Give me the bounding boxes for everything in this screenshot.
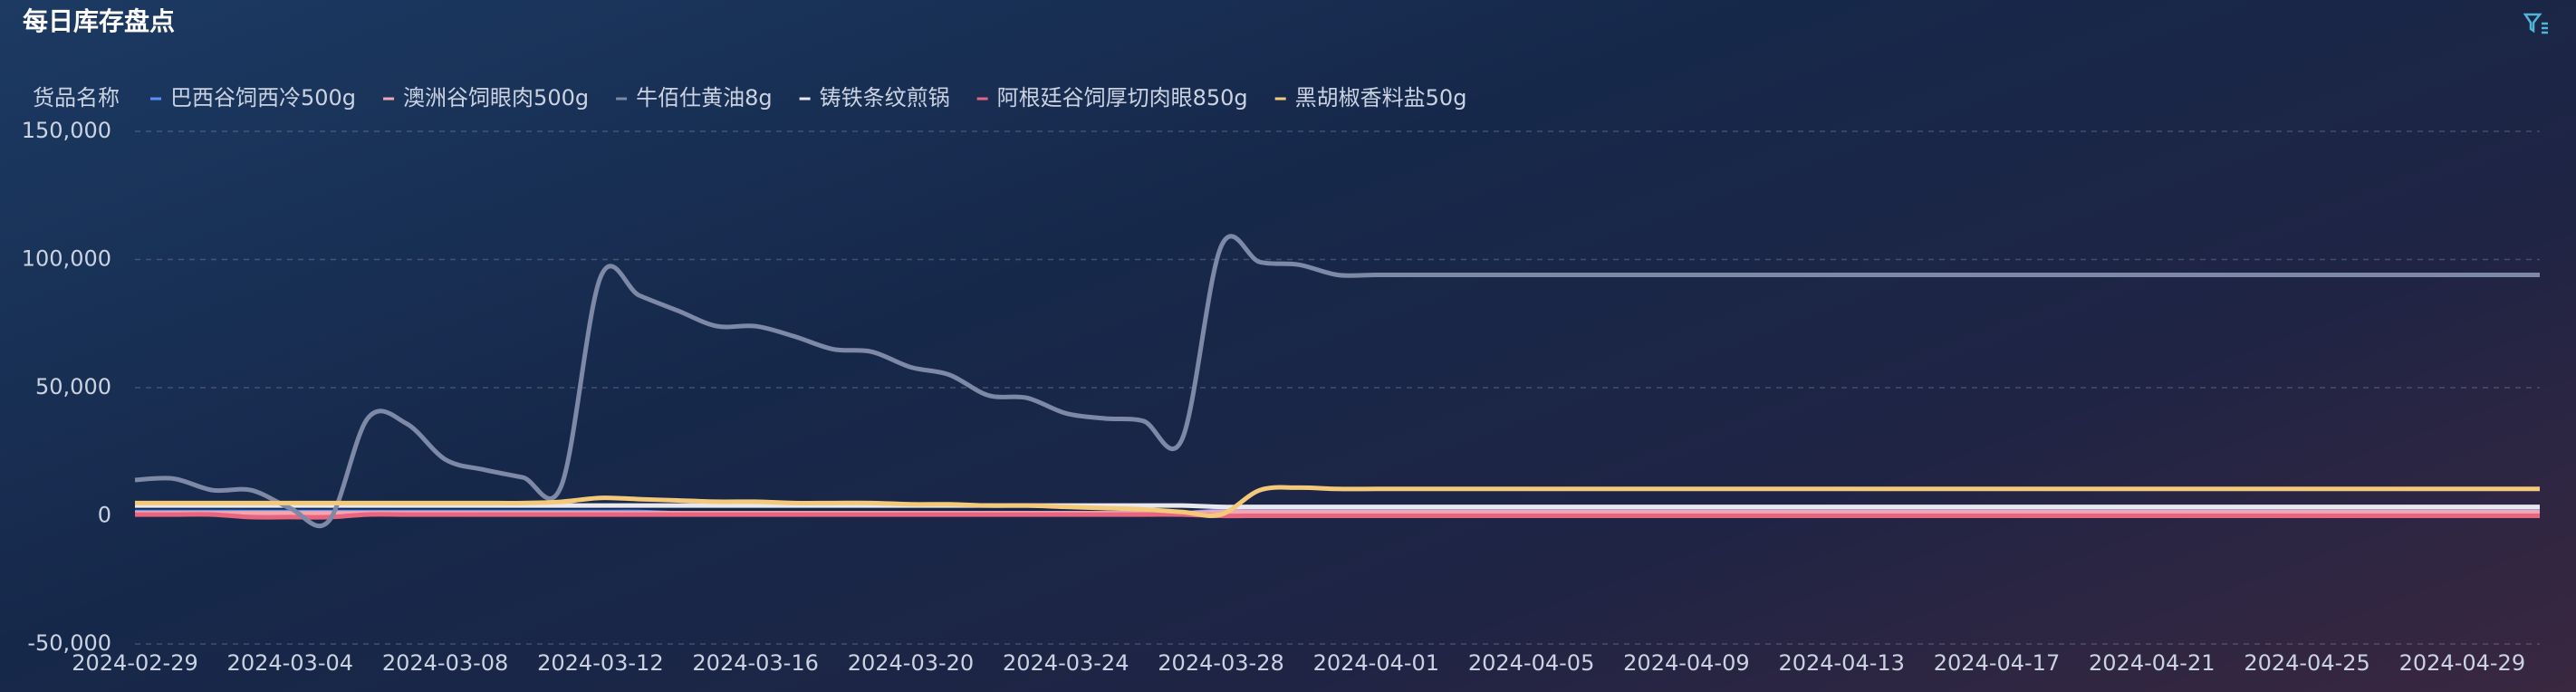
x-tick-label: 2024-04-01 [1313, 650, 1439, 676]
filter-icon[interactable] [2523, 13, 2548, 34]
legend-label[interactable]: 澳洲谷饲眼肉500g [403, 85, 589, 111]
x-tick-label: 2024-02-29 [72, 650, 197, 676]
x-tick-label: 2024-04-13 [1778, 650, 1904, 676]
legend-label[interactable]: 巴西谷饲西冷500g [170, 85, 356, 111]
legend-label[interactable]: 牛佰仕黄油8g [636, 85, 773, 111]
x-tick-label: 2024-04-25 [2244, 650, 2369, 676]
x-tick-label: 2024-03-16 [692, 650, 818, 676]
x-tick-label: 2024-03-04 [227, 650, 353, 676]
x-tick-label: 2024-03-12 [537, 650, 663, 676]
series-line [135, 512, 2540, 520]
legend-label[interactable]: 黑胡椒香料盐50g [1295, 85, 1467, 111]
series-line [135, 485, 2540, 518]
y-tick-label: -50,000 [27, 630, 111, 656]
y-tick-label: 50,000 [35, 374, 111, 399]
legend-label[interactable]: 铸铁条纹煎锅 [820, 85, 950, 111]
series-line [135, 503, 2540, 510]
x-tick-label: 2024-03-24 [1003, 650, 1129, 676]
y-tick-label: 0 [98, 503, 111, 528]
x-tick-label: 2024-04-21 [2089, 650, 2215, 676]
x-tick-label: 2024-04-29 [2399, 650, 2525, 676]
x-tick-label: 2024-04-05 [1468, 650, 1594, 676]
legend-label[interactable]: 阿根廷谷饲厚切肉眼850g [997, 85, 1248, 111]
filter-lines[interactable] [2542, 22, 2548, 34]
x-tick-label: 2024-04-17 [1934, 650, 2060, 676]
y-tick-label: 150,000 [22, 118, 111, 143]
filter-funnel[interactable] [2523, 13, 2542, 34]
chart-title: 每日库存盘点 [23, 6, 175, 36]
x-tick-label: 2024-03-08 [382, 650, 508, 676]
legend-title: 货品名称 [33, 85, 120, 111]
y-tick-label: 100,000 [22, 246, 111, 272]
x-tick-label: 2024-04-09 [1623, 650, 1749, 676]
x-tick-label: 2024-03-20 [848, 650, 974, 676]
series-line [134, 234, 2540, 529]
x-tick-label: 2024-03-28 [1158, 650, 1283, 676]
